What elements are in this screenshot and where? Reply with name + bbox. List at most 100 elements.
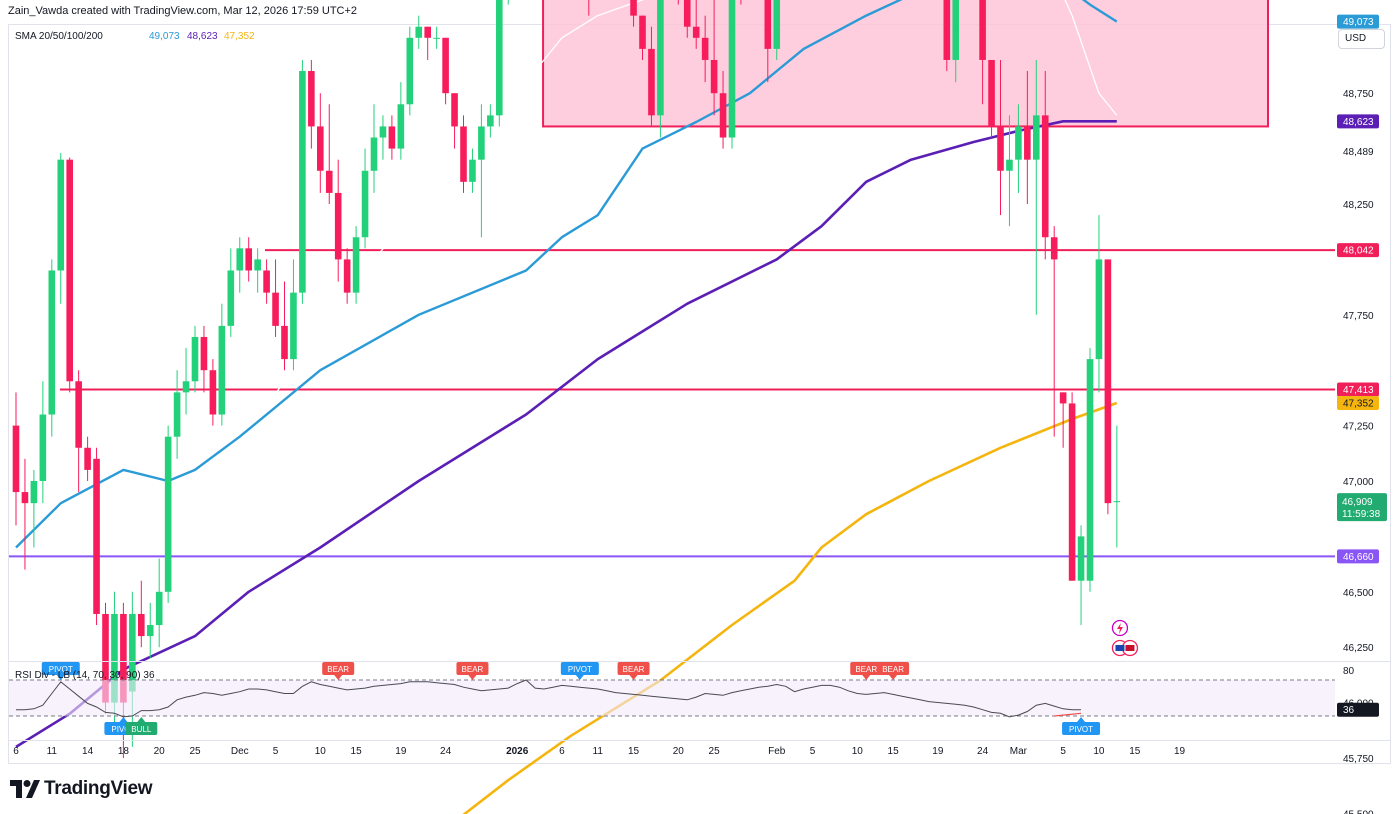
svg-text:PIVOT: PIVOT xyxy=(49,665,73,674)
lightning-icon xyxy=(1111,619,1129,637)
flag-icon xyxy=(1111,639,1139,657)
x-tick-label: 5 xyxy=(1060,746,1066,757)
price-tick-label: 45,750 xyxy=(1343,754,1374,765)
svg-text:48,623: 48,623 xyxy=(1343,117,1374,128)
candle-body xyxy=(379,126,387,138)
candle-body xyxy=(263,270,270,293)
rsi-marker-bear: BEAR xyxy=(877,662,910,680)
x-tick-label: 19 xyxy=(1174,746,1186,757)
candle-body xyxy=(48,270,56,415)
rsi-marker-pivot: PIVOT xyxy=(41,662,80,680)
x-tick-label: Mar xyxy=(1010,746,1028,757)
x-tick-label: 15 xyxy=(351,746,363,757)
candle-body xyxy=(361,170,369,238)
candle-body xyxy=(424,26,431,38)
tradingview-logo[interactable]: TradingView xyxy=(10,778,153,800)
candle-body xyxy=(988,59,995,127)
candle-body xyxy=(138,613,145,637)
candle-body xyxy=(102,613,109,703)
candle-body xyxy=(415,26,423,38)
candle-body xyxy=(433,37,440,39)
candle-body xyxy=(200,336,208,371)
candle-body xyxy=(245,248,252,271)
candle-body xyxy=(308,71,315,127)
candle-body xyxy=(639,15,646,49)
candle-body xyxy=(75,381,82,448)
sma-legend-value: 48,623 xyxy=(187,31,218,42)
candle-body xyxy=(173,392,181,437)
candle-body xyxy=(155,591,163,626)
price-tick-label: 47,750 xyxy=(1343,311,1374,322)
candle-body xyxy=(120,613,127,703)
rsi-marker-bear: BEAR xyxy=(617,662,650,680)
candle-body xyxy=(460,126,467,182)
chart-attribution: Zain_Vawda created with TradingView.com,… xyxy=(8,5,358,17)
candle-body xyxy=(469,159,476,182)
x-tick-label: 25 xyxy=(709,746,721,757)
candle-body xyxy=(21,492,29,504)
x-tick-label: 25 xyxy=(189,746,201,757)
candle-body xyxy=(93,458,100,614)
candle-body xyxy=(701,37,709,60)
candle-body xyxy=(84,447,91,470)
rsi-marker-bear: BEAR xyxy=(456,662,489,680)
x-tick-label: 11 xyxy=(47,746,58,757)
candle-body xyxy=(1086,359,1094,581)
svg-text:48,042: 48,042 xyxy=(1343,246,1374,257)
x-tick-label: 15 xyxy=(1129,746,1141,757)
candle-body xyxy=(397,104,405,149)
range-rectangle xyxy=(542,0,1269,128)
candle-body xyxy=(370,137,378,171)
candle-body xyxy=(281,325,288,360)
svg-text:PIVOT: PIVOT xyxy=(568,665,592,674)
rsi-marker-bear: BEAR xyxy=(850,662,883,680)
candle-body xyxy=(1015,126,1022,160)
rsi-marker-bull: BULL xyxy=(125,717,158,735)
candle-body xyxy=(146,625,154,637)
candle-body xyxy=(496,0,503,116)
svg-text:BEAR: BEAR xyxy=(462,665,484,674)
x-tick-label: 20 xyxy=(154,746,166,757)
candle-body xyxy=(209,370,217,415)
rsi-tick-label: 80 xyxy=(1343,666,1355,677)
sma200-line xyxy=(462,401,1118,814)
svg-text:46,660: 46,660 xyxy=(1343,552,1374,563)
x-tick-label: 24 xyxy=(977,746,989,757)
currency-selector[interactable]: USD xyxy=(1338,29,1385,49)
price-tick-label: 46,250 xyxy=(1343,643,1374,654)
candle-body xyxy=(352,237,360,293)
candle-body xyxy=(227,270,235,326)
x-tick-label: 10 xyxy=(1093,746,1105,757)
candle-body xyxy=(1033,115,1040,160)
x-tick-label: 14 xyxy=(82,746,94,757)
tradingview-logo-icon xyxy=(10,780,40,798)
price-tick-label: 48,250 xyxy=(1343,200,1374,211)
x-tick-label: 6 xyxy=(559,746,565,757)
x-tick-label: Feb xyxy=(768,746,786,757)
candle-body xyxy=(388,126,396,149)
svg-text:49,073: 49,073 xyxy=(1343,17,1374,28)
sma100-line xyxy=(15,120,1117,749)
candle-body xyxy=(290,292,297,360)
candle-body xyxy=(406,37,414,105)
candle-body xyxy=(1077,536,1085,581)
candle-body xyxy=(57,159,65,271)
level-47413-label: 47,413 xyxy=(1337,382,1379,397)
candle-body xyxy=(719,93,727,138)
svg-text:47,352: 47,352 xyxy=(1343,398,1374,409)
svg-text:BEAR: BEAR xyxy=(327,665,349,674)
candle-body xyxy=(1024,126,1031,160)
rsi-marker-pivot: PIVOT xyxy=(560,662,599,680)
svg-text:PIVOT: PIVOT xyxy=(111,725,135,734)
x-tick-label: 15 xyxy=(628,746,640,757)
tradingview-wordmark: TradingView xyxy=(44,778,153,799)
candle-body xyxy=(692,26,700,38)
candle-body xyxy=(630,0,637,16)
candle-body xyxy=(710,59,718,94)
rsi-line xyxy=(16,679,1081,718)
candle-body xyxy=(451,93,458,127)
candle-body xyxy=(979,0,986,60)
x-tick-label: 18 xyxy=(118,746,130,757)
price-tick-label: 45,500 xyxy=(1343,809,1374,814)
